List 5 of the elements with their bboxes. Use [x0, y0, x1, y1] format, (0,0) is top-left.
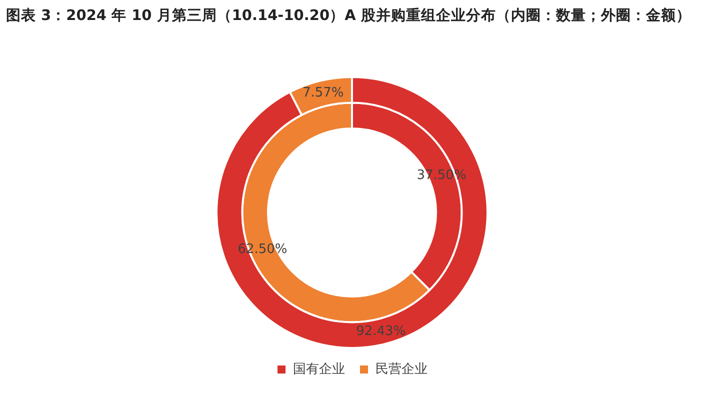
- legend-label: 民营企业: [376, 362, 428, 377]
- chart-title: 图表 3：2024 年 10 月第三周（10.14-10.20）A 股并购重组企业分布（内圈：数量；外圈：金额）: [6, 6, 691, 25]
- data-label: 92.43%: [356, 324, 406, 340]
- legend-label: 国有企业: [293, 362, 345, 377]
- data-label: 7.57%: [302, 86, 344, 101]
